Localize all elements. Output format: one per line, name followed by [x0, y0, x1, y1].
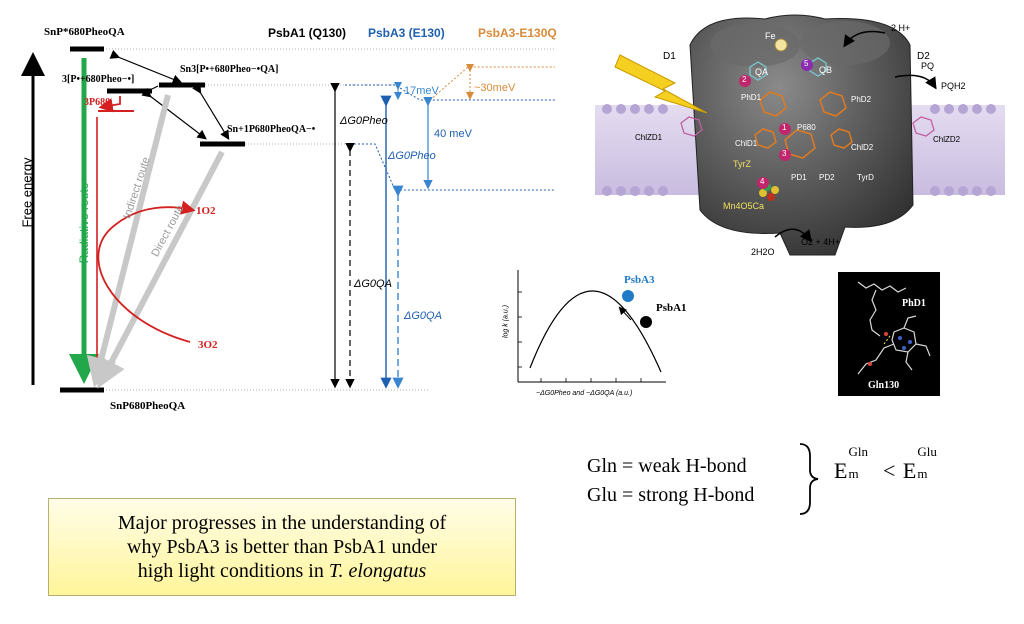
dg-pheo-blue-label: ΔG0Pheo: [388, 150, 436, 162]
psii-p-d2-label: PD2: [819, 173, 835, 182]
psii-h-in-label: 2 H+: [891, 23, 911, 33]
rate-arrow: [618, 306, 632, 321]
psii-pq-label: PQ: [921, 61, 935, 71]
oxygen-curve: [97, 200, 196, 343]
summary-box: Major progresses in the understanding of…: [48, 498, 516, 596]
em-comparison: E Gln m < E Glu m: [834, 444, 944, 484]
psii-ph-d2-label: PhD2: [851, 95, 872, 104]
psii-qb-label: QB: [819, 65, 833, 75]
em-gln-sup: Gln: [848, 444, 868, 459]
psii-step-3: 3: [782, 149, 787, 158]
radiative-route-label: Radiative route: [77, 182, 91, 264]
psii-step-2: 2: [742, 75, 747, 84]
psba3-point: [622, 290, 634, 302]
psii-chl-d2-label: ChlD2: [851, 143, 874, 152]
free-energy-label: Free energy: [19, 157, 35, 228]
rate-plot-panel: log k (a.u.) −ΔG0Pheo and −ΔG0QA (a.u.) …: [496, 232, 696, 410]
psii-p-d1-label: PD1: [791, 173, 807, 182]
psii-water-label: 2H2O: [751, 247, 775, 257]
psii-o2-label: O2 + 4H+: [801, 237, 841, 247]
rate-plot-xlabel: −ΔG0Pheo and −ΔG0QA (a.u.): [536, 390, 633, 397]
psii-p680-label: P680: [797, 123, 816, 132]
psii-mn-label: Mn4O5Ca: [723, 201, 765, 211]
indirect-route-arrow: [86, 94, 171, 388]
singlet-oxygen-label: 1O2: [196, 205, 216, 217]
psii-qa-label: QA: [755, 67, 769, 77]
psii-tyr-d-label: TyrD: [857, 173, 874, 182]
state-charge-separated-label: Sn+1P680PheoQA−•: [227, 124, 316, 135]
gln-hbond-text: Gln = weak H-bond: [587, 455, 747, 477]
header-psba3-mut: PsbA3-E130Q: [478, 26, 557, 40]
structure-ph-label: PhD1: [902, 298, 926, 309]
header-psba3: PsbA3 (E130): [368, 26, 445, 40]
summary-species: T. elongatus: [328, 560, 427, 582]
gap-30mev-label: ~30meV: [474, 82, 516, 94]
psii-step-4: 4: [760, 177, 765, 186]
em-gln-symbol: E: [834, 458, 848, 483]
em-glu-sup: Glu: [917, 444, 937, 459]
psii-fe-label: Fe: [765, 31, 776, 41]
energy-diagram: [21, 46, 555, 393]
state-triplet-label: 3P680: [84, 97, 111, 108]
dg-pheo-black-label: ΔG0Pheo: [340, 115, 388, 127]
state-top-label: SnP*680PheoQA: [44, 26, 125, 38]
state-ground-label: SnP680PheoQA: [110, 400, 186, 412]
structure-image: [857, 281, 931, 375]
triplet-oxygen-label: 3O2: [198, 339, 218, 351]
glu-hbond-text: Glu = strong H-bond: [587, 484, 755, 506]
structure-residue-label: Gln130: [868, 380, 900, 391]
psii-d1-label: D1: [663, 51, 676, 62]
fe-sphere: [774, 38, 788, 52]
curly-brace: [799, 443, 819, 515]
psii-illustration: [595, 5, 1005, 263]
dg-qa-blue-label: ΔG0QA: [404, 310, 442, 322]
gap-17mev-label: 17meV: [404, 85, 439, 97]
psii-ph-d1-label: PhD1: [741, 93, 762, 102]
summary-line-1: Major progresses in the understanding of: [117, 512, 447, 534]
rate-plot-ylabel: log k (a.u.): [502, 304, 510, 339]
marcus-curve: [529, 290, 662, 373]
psii-tyr-z-label: TyrZ: [733, 159, 751, 169]
summary-text: Major progresses in the understanding of…: [118, 511, 446, 583]
state-radical-pair-2-label: Sn3[P•+680Pheo−•QA]: [180, 64, 279, 75]
em-glu-symbol: E: [902, 458, 917, 483]
psba1-point: [640, 316, 652, 328]
direct-route-arrow: [97, 150, 225, 389]
psii-step-1: 1: [782, 123, 787, 132]
psii-pqh2-label: PQH2: [941, 81, 966, 91]
em-lt-symbol: <: [882, 458, 896, 483]
structure-panel: PhD1 Gln130: [838, 272, 940, 396]
header-psba1: PsbA1 (Q130): [268, 26, 347, 40]
summary-line-3: high light conditions in: [137, 560, 329, 582]
psii-step-5: 5: [804, 59, 809, 68]
psii-chlz-d1-label: ChlZD1: [635, 133, 663, 142]
rate-plot-psba1-label: PsbA1: [656, 302, 687, 314]
psii-protein-body: [689, 14, 914, 256]
dg-qa-black-label: ΔG0QA: [354, 278, 392, 290]
lightning-icon: [614, 54, 708, 114]
em-glu-sub: m: [917, 466, 928, 481]
rate-plot: [517, 270, 666, 383]
state-radical-pair-1-label: 3[P•+680Pheo−•]: [62, 74, 135, 85]
psii-chl-d1-label: ChlD1: [735, 139, 758, 148]
psii-structure-panel: D1 D2 Fe 2 H+ QA QB PQ PQH2 PhD1 PhD2 Ch…: [595, 5, 1005, 263]
gap-40mev-label: 40 meV: [434, 128, 472, 140]
em-gln-sub: m: [848, 466, 859, 481]
psii-d2-label: D2: [917, 51, 930, 62]
psii-chlz-d2-label: ChlZD2: [933, 135, 961, 144]
summary-line-2: why PsbA3 is better than PsbA1 under: [127, 536, 437, 558]
rate-plot-psba3-label: PsbA3: [624, 274, 655, 286]
